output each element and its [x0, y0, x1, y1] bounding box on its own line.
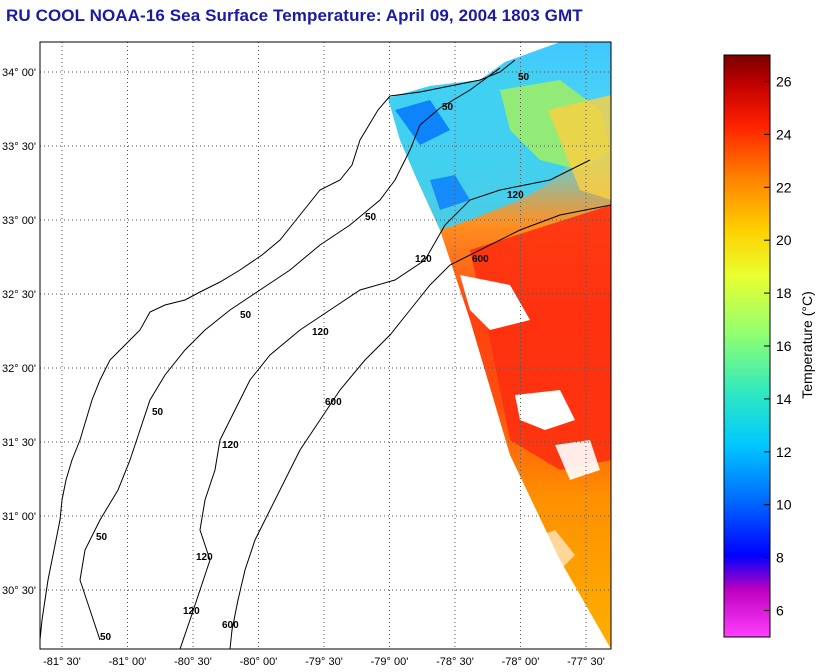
svg-text:600: 600 [222, 620, 239, 631]
lat-tick-label: 34° 00' [2, 67, 36, 79]
lat-tick-label: 30° 30' [2, 585, 36, 597]
colorbar-tick-label: 6 [776, 603, 784, 619]
lon-tick-label: -80° 30' [174, 656, 212, 668]
lat-tick-label: 32° 30' [2, 289, 36, 301]
svg-text:50: 50 [152, 407, 164, 418]
svg-text:120: 120 [183, 606, 200, 617]
map-title: RU COOL NOAA-16 Sea Surface Temperature:… [6, 6, 583, 25]
coastline [40, 59, 516, 641]
svg-text:50: 50 [518, 72, 530, 83]
lat-tick-label: 33° 30' [2, 141, 36, 153]
lon-tick-label: -80° 00' [240, 656, 278, 668]
colorbar-tick-label: 26 [776, 73, 792, 89]
svg-text:120: 120 [312, 327, 329, 338]
svg-text:50: 50 [240, 310, 252, 321]
colorbar-label: Temperature (°C) [799, 291, 815, 399]
lon-tick-label: -78° 30' [436, 656, 474, 668]
svg-text:50: 50 [442, 102, 454, 113]
colorbar-ticks: 26 24 22 20 18 16 14 12 10 8 6 [764, 73, 792, 619]
svg-text:50: 50 [100, 632, 112, 643]
lon-tick-label: -77° 30' [567, 656, 605, 668]
svg-text:120: 120 [196, 552, 213, 563]
longitude-labels: -81° 30' -81° 00' -80° 30' -80° 00' -79° 30'… [43, 656, 605, 668]
colorbar-tick-label: 16 [776, 338, 792, 354]
lat-tick-label: 31° 30' [2, 437, 36, 449]
colorbar-tick-label: 18 [776, 285, 792, 301]
colorbar-tick-label: 12 [776, 444, 792, 460]
svg-text:600: 600 [472, 254, 489, 265]
svg-text:600: 600 [325, 397, 342, 408]
colorbar-tick-label: 22 [776, 179, 792, 195]
lat-tick-label: 31° 00' [2, 511, 36, 523]
lat-tick-label: 33° 00' [2, 215, 36, 227]
svg-text:120: 120 [507, 190, 524, 201]
lon-tick-label: -79° 00' [371, 656, 409, 668]
lon-tick-label: -81° 30' [43, 656, 81, 668]
latitude-labels: 34° 00' 33° 30' 33° 00' 32° 30' 32° 00' 31° 3… [2, 67, 36, 597]
plot-frame [39, 41, 612, 650]
colorbar: 26 24 22 20 18 16 14 12 10 8 6 Temperature (°C) [723, 54, 815, 638]
svg-text:50: 50 [96, 532, 108, 543]
svg-text:120: 120 [415, 254, 432, 265]
lon-tick-label: -78° 00' [502, 656, 540, 668]
colorbar-tick-label: 24 [776, 126, 792, 142]
colorbar-tick-label: 14 [776, 391, 792, 407]
sst-swath [388, 42, 611, 649]
lat-tick-label: 32° 00' [2, 363, 36, 375]
lon-tick-label: -81° 00' [109, 656, 147, 668]
colorbar-tick-label: 10 [776, 497, 792, 513]
svg-text:50: 50 [365, 212, 377, 223]
svg-text:120: 120 [222, 440, 239, 451]
isobath-50 [79, 67, 501, 641]
colorbar-tick-label: 20 [776, 232, 792, 248]
isobath-600 [229, 204, 611, 649]
isobath-120 [179, 159, 591, 649]
colorbar-tick-label: 8 [776, 550, 784, 566]
colorbar-gradient [723, 54, 771, 638]
lon-tick-label: -79° 30' [305, 656, 343, 668]
isobath-labels: 50 50 50 50 50 50 50 120 120 120 120 120… [96, 72, 530, 643]
